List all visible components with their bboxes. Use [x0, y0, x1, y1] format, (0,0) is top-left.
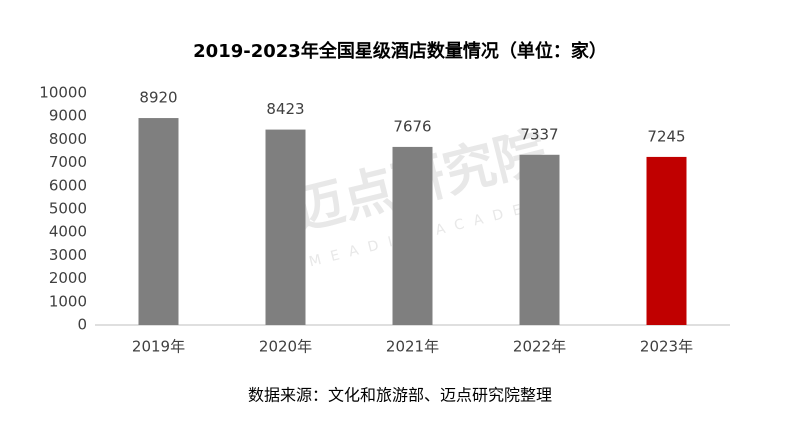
y-tick-label: 8000 — [49, 130, 87, 148]
bar — [265, 129, 306, 325]
data-label: 8423 — [266, 100, 304, 118]
x-tick-label: 2023年 — [640, 338, 693, 356]
y-tick-label: 1000 — [49, 292, 87, 310]
x-tick-label: 2020年 — [259, 338, 312, 356]
x-tick-label: 2022年 — [513, 338, 566, 356]
bar — [646, 156, 687, 325]
x-tick-label: 2019年 — [132, 338, 185, 356]
y-tick-label: 6000 — [49, 176, 87, 194]
data-label: 8920 — [139, 89, 177, 107]
chart-title: 2019-2023年全国星级酒店数量情况（单位：家） — [193, 40, 607, 62]
y-tick-label: 3000 — [49, 246, 87, 264]
data-label: 7676 — [393, 117, 431, 135]
bar — [519, 154, 560, 325]
y-tick-label: 9000 — [49, 107, 87, 125]
y-tick-label: 4000 — [49, 223, 87, 241]
y-tick-label: 10000 — [39, 84, 87, 102]
source-note: 数据来源：文化和旅游部、迈点研究院整理 — [248, 386, 552, 405]
y-tick-label: 5000 — [49, 200, 87, 218]
y-tick-label: 0 — [77, 316, 87, 334]
bar — [392, 146, 433, 325]
y-tick-label: 2000 — [49, 269, 87, 287]
data-label: 7337 — [520, 125, 558, 143]
x-tick-label: 2021年 — [386, 338, 439, 356]
data-label: 7245 — [647, 127, 685, 145]
y-tick-label: 7000 — [49, 153, 87, 171]
bar — [138, 118, 179, 325]
